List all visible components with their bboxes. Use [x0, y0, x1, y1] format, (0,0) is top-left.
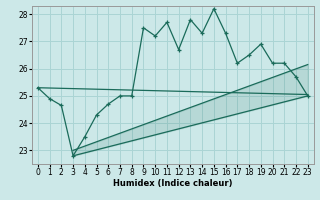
X-axis label: Humidex (Indice chaleur): Humidex (Indice chaleur): [113, 179, 233, 188]
